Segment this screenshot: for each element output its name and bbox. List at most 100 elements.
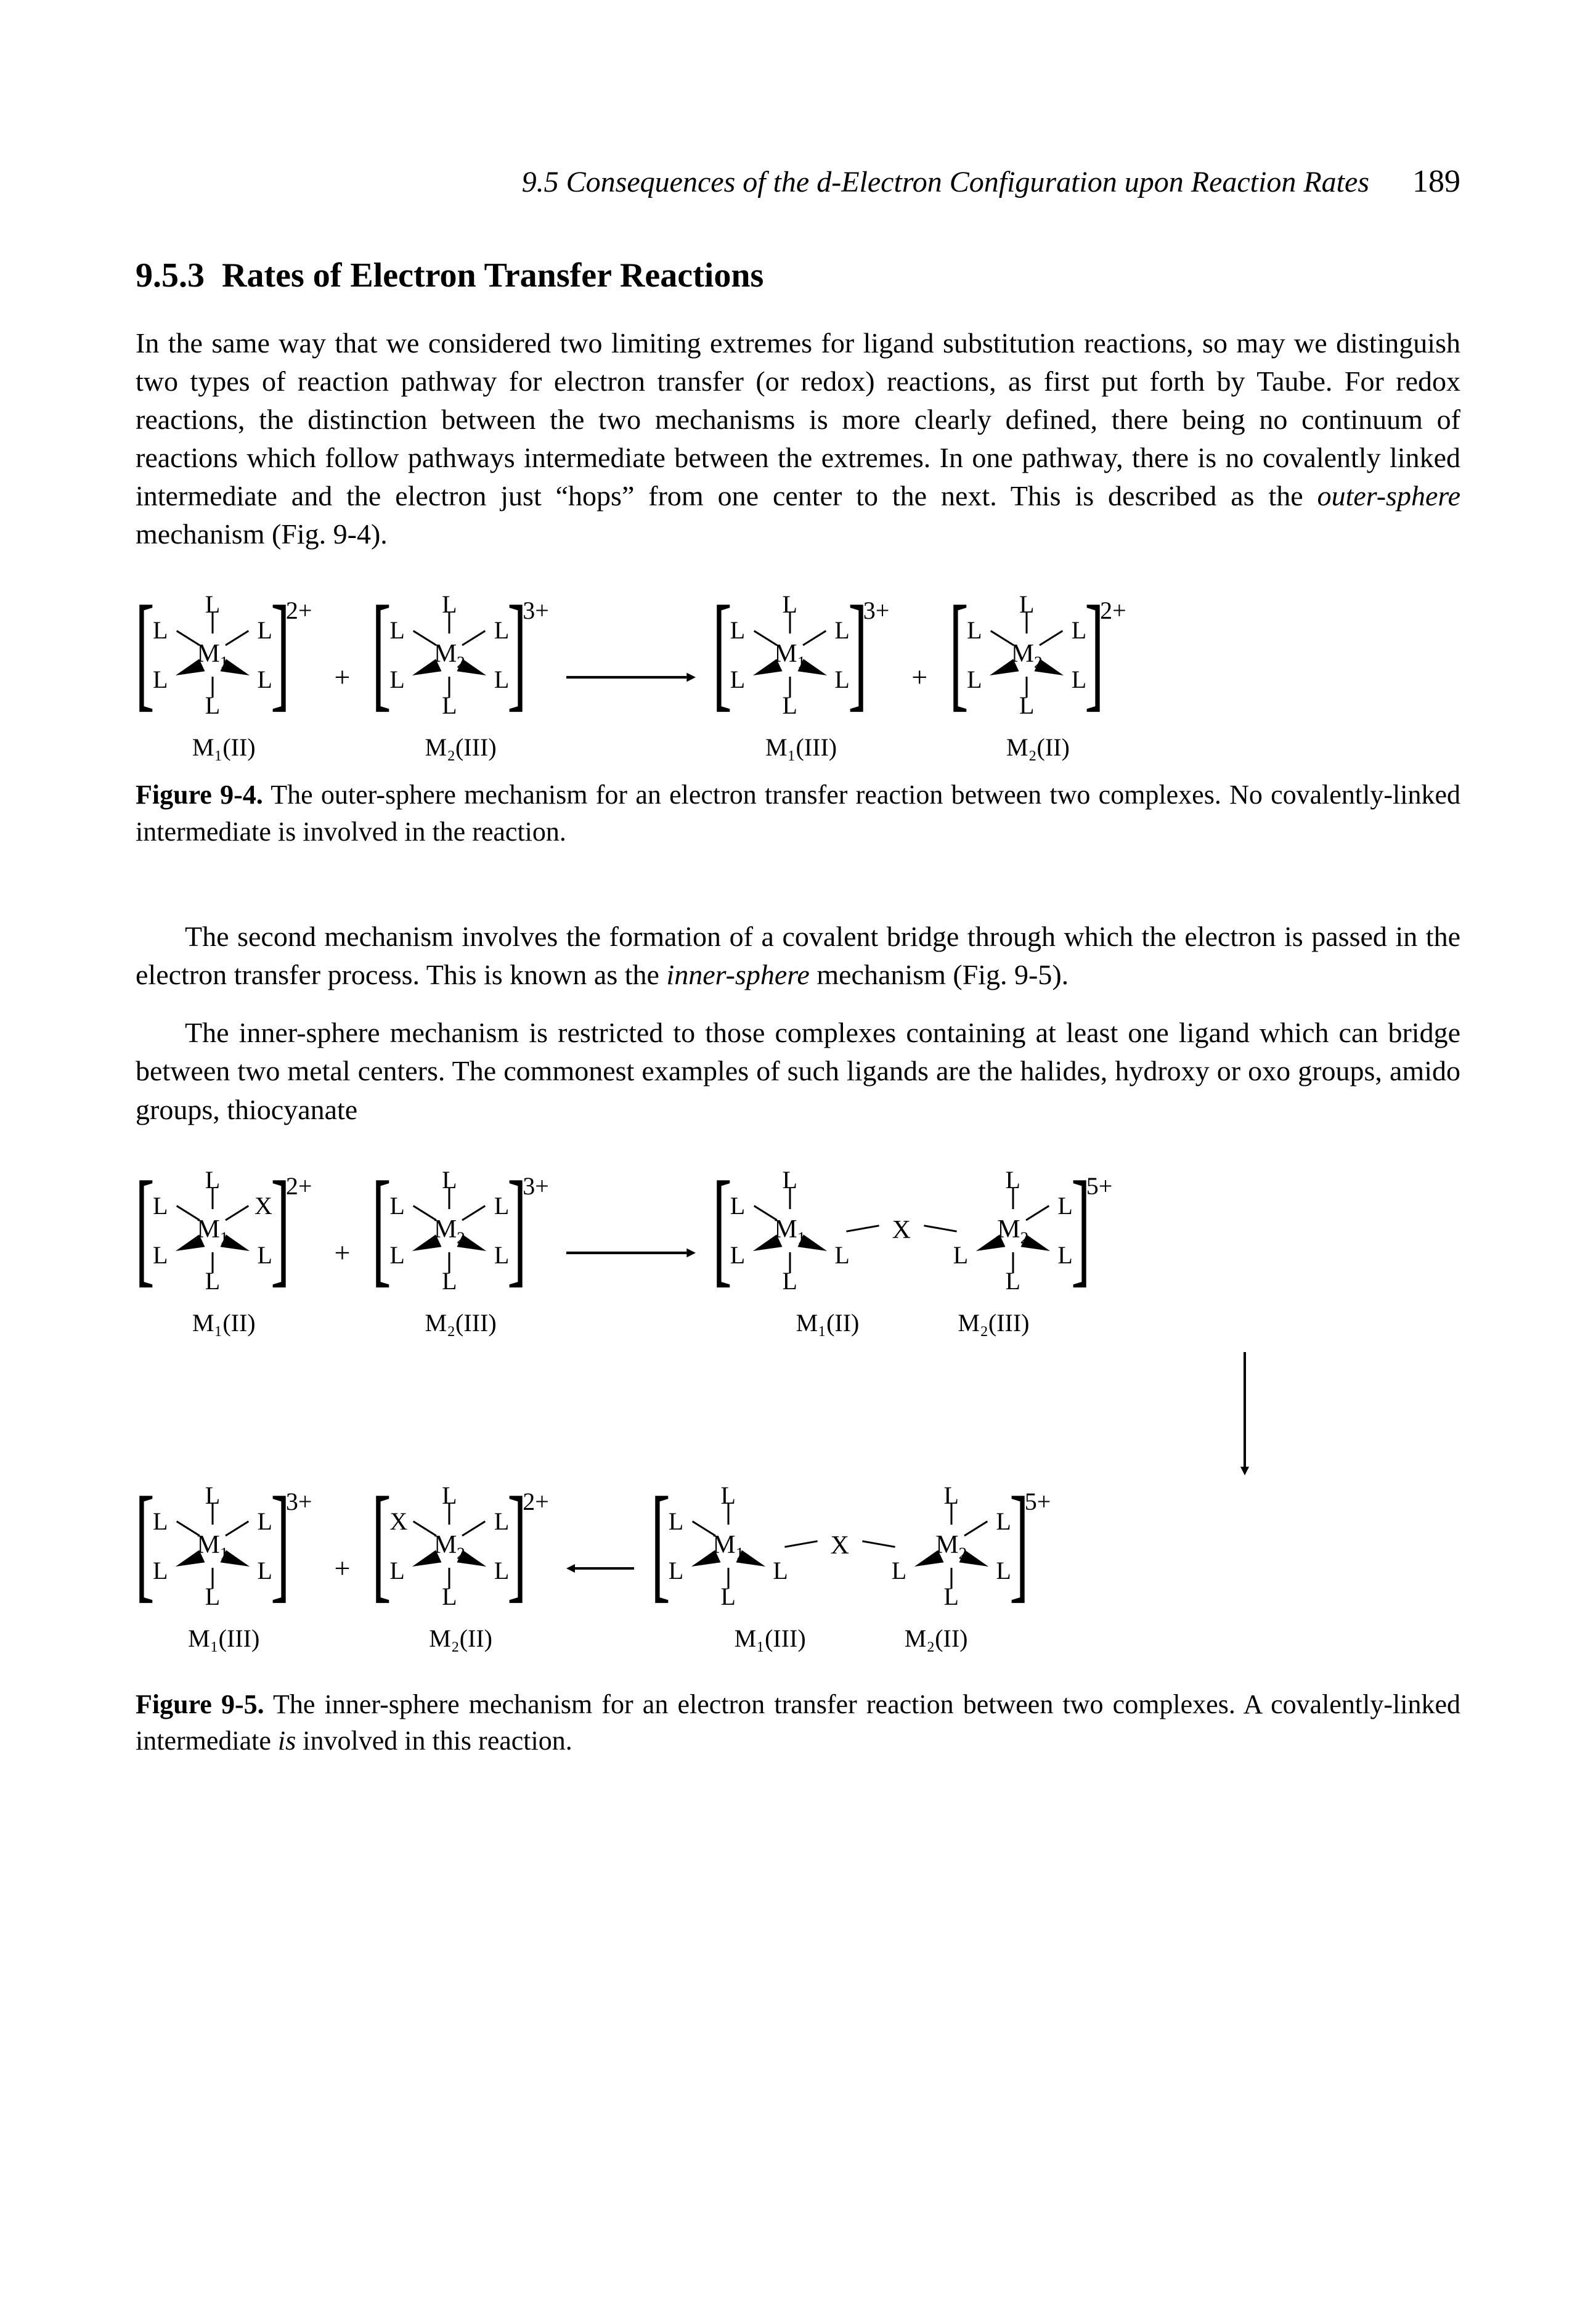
fig5-row2: [ L L L L L L M1 ] 3+: [136, 1482, 1460, 1655]
reaction-arrow-icon: [566, 1244, 696, 1262]
right-bracket-icon: ]: [271, 1482, 290, 1605]
left-bracket-icon: [: [651, 1482, 670, 1605]
metal-sub: 1: [220, 653, 229, 672]
fig5-row1: [ L L L X L L M1 ] 2+: [136, 1166, 1460, 1340]
ligand-lower-left: L: [153, 1554, 168, 1588]
fig5-vertical-arrow-row: [136, 1352, 1460, 1475]
complex-wrap: [ L L L L L M1: [651, 1482, 1051, 1611]
bond-axial-bottom: [1026, 677, 1028, 698]
paragraph-2-em: inner-sphere: [666, 959, 809, 990]
ligand-upper-left: L: [730, 1189, 745, 1223]
paragraph-2-text-b: mechanism (Fig. 9-5).: [810, 959, 1069, 990]
metal-sub: 1: [220, 1544, 229, 1562]
bridge-ligand: X: [803, 1482, 877, 1611]
ligand-lower-left: L: [389, 663, 404, 696]
bridge-bond-right: [924, 1225, 957, 1233]
plus-operator: +: [334, 658, 350, 696]
running-title: 9.5 Consequences of the d-Electron Confi…: [522, 163, 1369, 203]
ml6-diagram: L L L L L L M1: [731, 590, 849, 720]
left-bracket-icon: [: [135, 590, 154, 714]
fig4-reaction-row: [ L L L L L L M1 ] 2 +: [136, 590, 1460, 764]
bond-eq-ur: [225, 1520, 249, 1536]
bond-eq-ur: [1025, 1205, 1049, 1221]
bond-axial-bottom: [211, 677, 213, 698]
bridged-pair: L L L L L M1 X: [670, 1482, 1010, 1611]
down-arrow-icon: [1232, 1352, 1257, 1475]
fig5-r2-complex-1: [ L L L L L L M1 ] 3+: [136, 1482, 312, 1655]
metal-sub: 2: [457, 653, 465, 672]
figure-caption-text: The outer-sphere mechanism for an electr…: [136, 780, 1460, 846]
ligand-lower-left: L: [669, 1554, 683, 1588]
right-bracket-icon: ]: [508, 1482, 527, 1605]
right-bracket-icon: ]: [848, 590, 867, 714]
left-bracket-icon: [: [372, 590, 391, 714]
bridged-pair: L L L L L M1 X: [731, 1166, 1072, 1295]
metal-center: M2: [1011, 637, 1043, 674]
left-bracket-icon: [: [372, 1166, 391, 1289]
paragraph-3-text: The inner-sphere mechanism is restricted…: [136, 1017, 1460, 1125]
paragraph-1-after: mechanism (Fig. 9-4).: [136, 518, 388, 550]
oxidation-label: M₂(III): [958, 1306, 1029, 1340]
ligand-lower-right: L: [996, 1554, 1011, 1588]
complex-wrap: [ L L L L L L M1 ] 3+: [713, 590, 889, 720]
figure-9-4: [ L L L L L L M1 ] 2 +: [136, 590, 1460, 850]
bond-axial-bottom: [211, 1252, 213, 1273]
ligand-upper-right: X: [254, 1189, 272, 1223]
ligand-lower-left: L: [153, 663, 168, 696]
ligand-upper-right: L: [834, 614, 849, 647]
metal-sub: 2: [1034, 653, 1043, 672]
bond-axial-bottom: [1012, 1252, 1014, 1273]
bond-axial-bottom: [449, 1252, 450, 1273]
reverse-arrow-icon: [566, 1562, 634, 1575]
left-bracket-icon: [: [135, 1482, 154, 1605]
reaction-arrow-icon: [566, 668, 696, 687]
ligand-upper-left: X: [389, 1505, 407, 1538]
ml6-diagram: L L L X L L M1: [154, 1166, 271, 1295]
running-header: 9.5 Consequences of the d-Electron Confi…: [136, 160, 1460, 203]
right-bracket-icon: ]: [1071, 1166, 1090, 1289]
plus-operator: +: [334, 1234, 350, 1272]
complex-wrap: [ L L L L L L M1 ] 3+: [136, 1482, 312, 1611]
figure-caption-em: is: [278, 1726, 296, 1756]
ligand-lower-right: L: [773, 1554, 788, 1588]
metal-center: M1: [197, 637, 228, 674]
fig4-complex-4: [ L L L L L L M2 ] 2+: [950, 590, 1126, 764]
metal-center: M1: [712, 1527, 744, 1564]
bond-axial-bottom: [950, 1568, 952, 1589]
bond-eq-ur: [462, 1520, 486, 1536]
bridge-ligand: X: [865, 1166, 938, 1295]
fig5-r1-complex-1: [ L L L X L L M1 ] 2+: [136, 1166, 312, 1340]
ligand-lower-left: L: [953, 1239, 968, 1272]
paragraph-1-em: outer-sphere: [1317, 480, 1460, 512]
oxidation-label: M₁(II): [192, 731, 256, 764]
metal-center: M1: [197, 1212, 228, 1249]
oxidation-label: M₂(II): [905, 1622, 968, 1655]
fig4-complex-2: [ L L L L L L M2 ] 3+: [372, 590, 548, 764]
left-bracket-icon: [: [949, 590, 968, 714]
plus-operator: +: [334, 1549, 350, 1588]
oxidation-label: M₂(III): [425, 731, 497, 764]
figure-number: Figure 9-4.: [136, 780, 263, 810]
bond-axial-top: [449, 1188, 450, 1209]
fig4-complex-1: [ L L L L L L M1 ] 2+: [136, 590, 312, 764]
bridge-bond-right: [862, 1541, 895, 1548]
ligand-upper-left: L: [153, 1505, 168, 1538]
bond-axial-bottom: [211, 1568, 213, 1589]
bond-axial-top: [789, 613, 791, 634]
metal-sub: 2: [457, 1544, 465, 1562]
metal-center: M1: [774, 1212, 805, 1249]
fig5-r1-bridged: [ L L L L L M1: [713, 1166, 1112, 1340]
right-bracket-icon: ]: [271, 1166, 290, 1289]
bond-axial-top: [1026, 613, 1028, 634]
bond-axial-top: [211, 613, 213, 634]
fig5-r1-complex-2: [ L L L L L L M2 ] 3+: [372, 1166, 548, 1340]
ligand-upper-right: L: [1057, 1189, 1072, 1223]
ml6-diagram: L L L L L M1: [670, 1482, 787, 1611]
metal-center: M2: [434, 1527, 465, 1564]
bridge-bond-left: [846, 1225, 879, 1233]
ligand-lower-left: L: [389, 1239, 404, 1272]
ligand-upper-left: L: [389, 1189, 404, 1223]
metal-sub: 1: [797, 653, 806, 672]
ml6-diagram: L L L L L L M2: [391, 590, 508, 720]
ml6-diagram: L L L L L L M2: [968, 590, 1085, 720]
